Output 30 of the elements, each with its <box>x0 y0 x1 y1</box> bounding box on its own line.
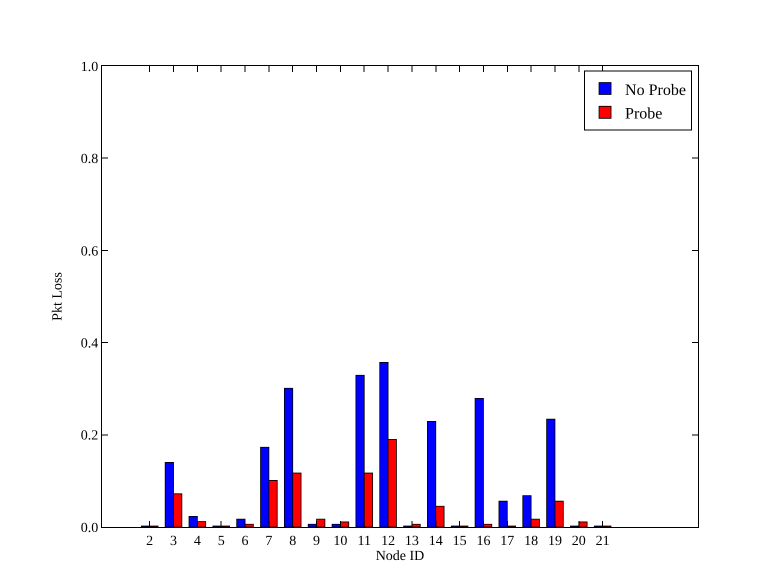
y-axis-title: Pkt Loss <box>50 272 66 321</box>
x-tick-label: 14 <box>428 534 443 549</box>
legend-label: Probe <box>625 106 662 123</box>
x-tick-label: 18 <box>524 534 538 549</box>
x-tick-label: 4 <box>194 534 201 549</box>
x-tick-label: 17 <box>500 534 514 549</box>
x-tick-label: 13 <box>404 534 419 549</box>
x-tick-label: 6 <box>242 534 249 549</box>
y-tick-label: 0.4 <box>80 336 98 352</box>
x-tick-label: 15 <box>452 534 467 549</box>
y-tick-label: 0.8 <box>80 152 98 168</box>
y-tick-label: 0.6 <box>80 244 98 260</box>
y-tick-label: 1.0 <box>80 60 98 75</box>
y-tick-label: 0.2 <box>80 428 98 444</box>
legend-label: No Probe <box>625 82 686 99</box>
x-axis-title: Node ID <box>376 549 424 564</box>
x-tick-label: 10 <box>333 534 348 549</box>
x-tick-label: 20 <box>572 534 586 549</box>
x-tick-label: 7 <box>265 534 272 549</box>
x-tick-label: 11 <box>358 534 371 549</box>
x-tick-label: 5 <box>218 534 225 549</box>
x-tick-label: 12 <box>381 534 396 549</box>
x-tick-label: 21 <box>596 534 610 549</box>
x-tick-label: 9 <box>313 534 320 549</box>
x-tick-label: 19 <box>548 534 562 549</box>
x-tick-label: 2 <box>146 534 154 549</box>
x-tick-label: 16 <box>476 534 490 549</box>
y-tick-label: 0.0 <box>80 520 98 536</box>
x-tick-label: 8 <box>289 534 296 549</box>
x-tick-label: 3 <box>170 534 178 549</box>
